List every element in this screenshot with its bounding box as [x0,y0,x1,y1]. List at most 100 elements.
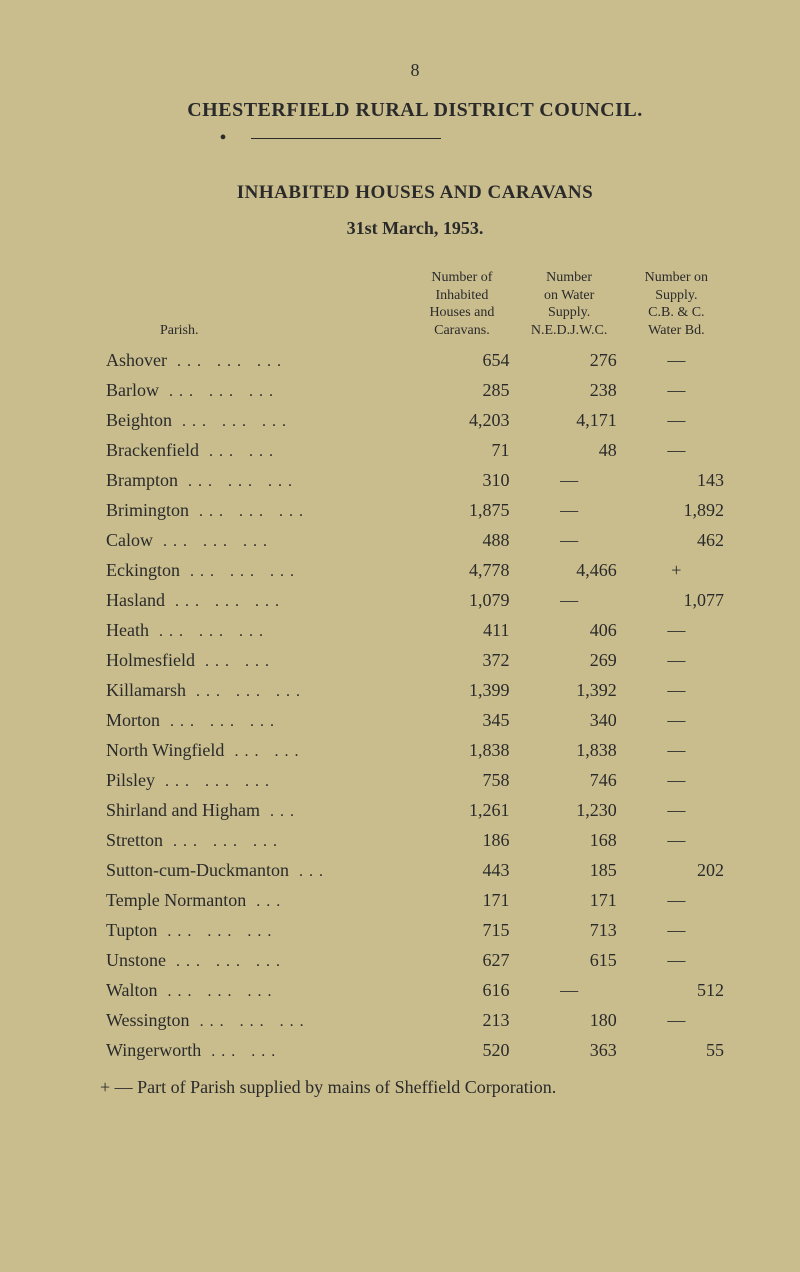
table-row: Stretton... ... ...186168— [100,825,730,855]
leader-dots: ... ... [195,653,275,670]
water-board-cell: 462 [623,525,730,555]
table-row: Holmesfield... ...372269— [100,645,730,675]
parish-cell: Morton... ... ... [100,705,408,735]
parish-cell: North Wingfield... ... [100,735,408,765]
water-board-cell: — [623,915,730,945]
horizontal-rule [251,138,441,139]
houses-cell: 520 [408,1035,515,1065]
parish-name: Brackenfield [106,440,199,460]
water-supply-cell: 1,838 [516,735,623,765]
table-row: Brimington... ... ...1,875—1,892 [100,495,730,525]
water-board-cell: — [623,375,730,405]
table-header-row: Parish. Number ofInhabitedHouses andCara… [100,269,730,345]
houses-cell: 627 [408,945,515,975]
houses-cell: 186 [408,825,515,855]
houses-cell: 1,875 [408,495,515,525]
header-houses: Number ofInhabitedHouses andCaravans. [408,269,515,345]
parish-cell: Stretton... ... ... [100,825,408,855]
leader-dots: ... [246,893,286,910]
parish-cell: Heath... ... ... [100,615,408,645]
houses-cell: 488 [408,525,515,555]
table-row: Ashover... ... ...654276— [100,345,730,375]
parish-cell: Brackenfield... ... [100,435,408,465]
parish-name: Pilsley [106,770,155,790]
leader-dots: ... [260,803,300,820]
parish-cell: Shirland and Higham... [100,795,408,825]
table-row: Unstone... ... ...627615— [100,945,730,975]
parish-name: Beighton [106,410,172,430]
parish-cell: Eckington... ... ... [100,555,408,585]
parish-name: Eckington [106,560,180,580]
water-supply-cell: 615 [516,945,623,975]
houses-cell: 616 [408,975,515,1005]
water-supply-cell: 406 [516,615,623,645]
parish-name: Brampton [106,470,178,490]
parish-cell: Brimington... ... ... [100,495,408,525]
parish-cell: Hasland... ... ... [100,585,408,615]
houses-cell: 310 [408,465,515,495]
leader-dots: ... ... ... [158,983,278,1000]
water-supply-cell: 180 [516,1005,623,1035]
houses-cell: 758 [408,765,515,795]
parish-name: Barlow [106,380,159,400]
water-supply-cell: 340 [516,705,623,735]
water-board-cell: 143 [623,465,730,495]
houses-cell: 213 [408,1005,515,1035]
leader-dots: ... [289,863,329,880]
water-supply-cell: 48 [516,435,623,465]
header-parish: Parish. [100,269,408,345]
table-row: Temple Normanton...171171— [100,885,730,915]
parish-name: Shirland and Higham [106,800,260,820]
water-supply-cell: — [516,465,623,495]
houses-cell: 1,079 [408,585,515,615]
leader-dots: ... ... ... [165,593,285,610]
table-row: Morton... ... ...345340— [100,705,730,735]
houses-cell: 345 [408,705,515,735]
leader-dots: ... ... ... [160,713,280,730]
water-supply-cell: 168 [516,825,623,855]
bullet-icon: • [219,128,226,148]
water-board-cell: — [623,615,730,645]
leader-dots: ... ... [199,443,279,460]
leader-dots: ... ... ... [180,563,300,580]
parish-cell: Holmesfield... ... [100,645,408,675]
water-supply-cell: 185 [516,855,623,885]
parish-cell: Beighton... ... ... [100,405,408,435]
leader-dots: ... ... [201,1043,281,1060]
houses-cell: 1,838 [408,735,515,765]
header-water-board: Number onSupply.C.B. & C.Water Bd. [623,269,730,345]
footnote: + — Part of Parish supplied by mains of … [100,1077,730,1098]
houses-cell: 654 [408,345,515,375]
water-supply-cell: — [516,585,623,615]
table-row: Shirland and Higham...1,2611,230— [100,795,730,825]
table-row: North Wingfield... ...1,8381,838— [100,735,730,765]
water-board-cell: — [623,405,730,435]
water-board-cell: 55 [623,1035,730,1065]
water-board-cell: — [623,1005,730,1035]
water-supply-cell: 4,466 [516,555,623,585]
water-board-cell: — [623,945,730,975]
data-table: Parish. Number ofInhabitedHouses andCara… [100,269,730,1065]
water-board-cell: — [623,795,730,825]
table-row: Sutton-cum-Duckmanton...443185202 [100,855,730,885]
parish-cell: Barlow... ... ... [100,375,408,405]
leader-dots: ... ... ... [186,683,306,700]
water-board-cell: — [623,765,730,795]
water-supply-cell: — [516,495,623,525]
leader-dots: ... ... [224,743,304,760]
water-supply-cell: 746 [516,765,623,795]
water-board-cell: — [623,345,730,375]
water-supply-cell: 276 [516,345,623,375]
parish-name: Calow [106,530,153,550]
parish-cell: Pilsley... ... ... [100,765,408,795]
water-board-cell: — [623,435,730,465]
parish-cell: Brampton... ... ... [100,465,408,495]
leader-dots: ... ... ... [159,383,279,400]
table-row: Beighton... ... ...4,2034,171— [100,405,730,435]
houses-cell: 4,203 [408,405,515,435]
houses-cell: 285 [408,375,515,405]
parish-cell: Killamarsh... ... ... [100,675,408,705]
houses-cell: 71 [408,435,515,465]
leader-dots: ... ... ... [172,413,292,430]
parish-cell: Calow... ... ... [100,525,408,555]
